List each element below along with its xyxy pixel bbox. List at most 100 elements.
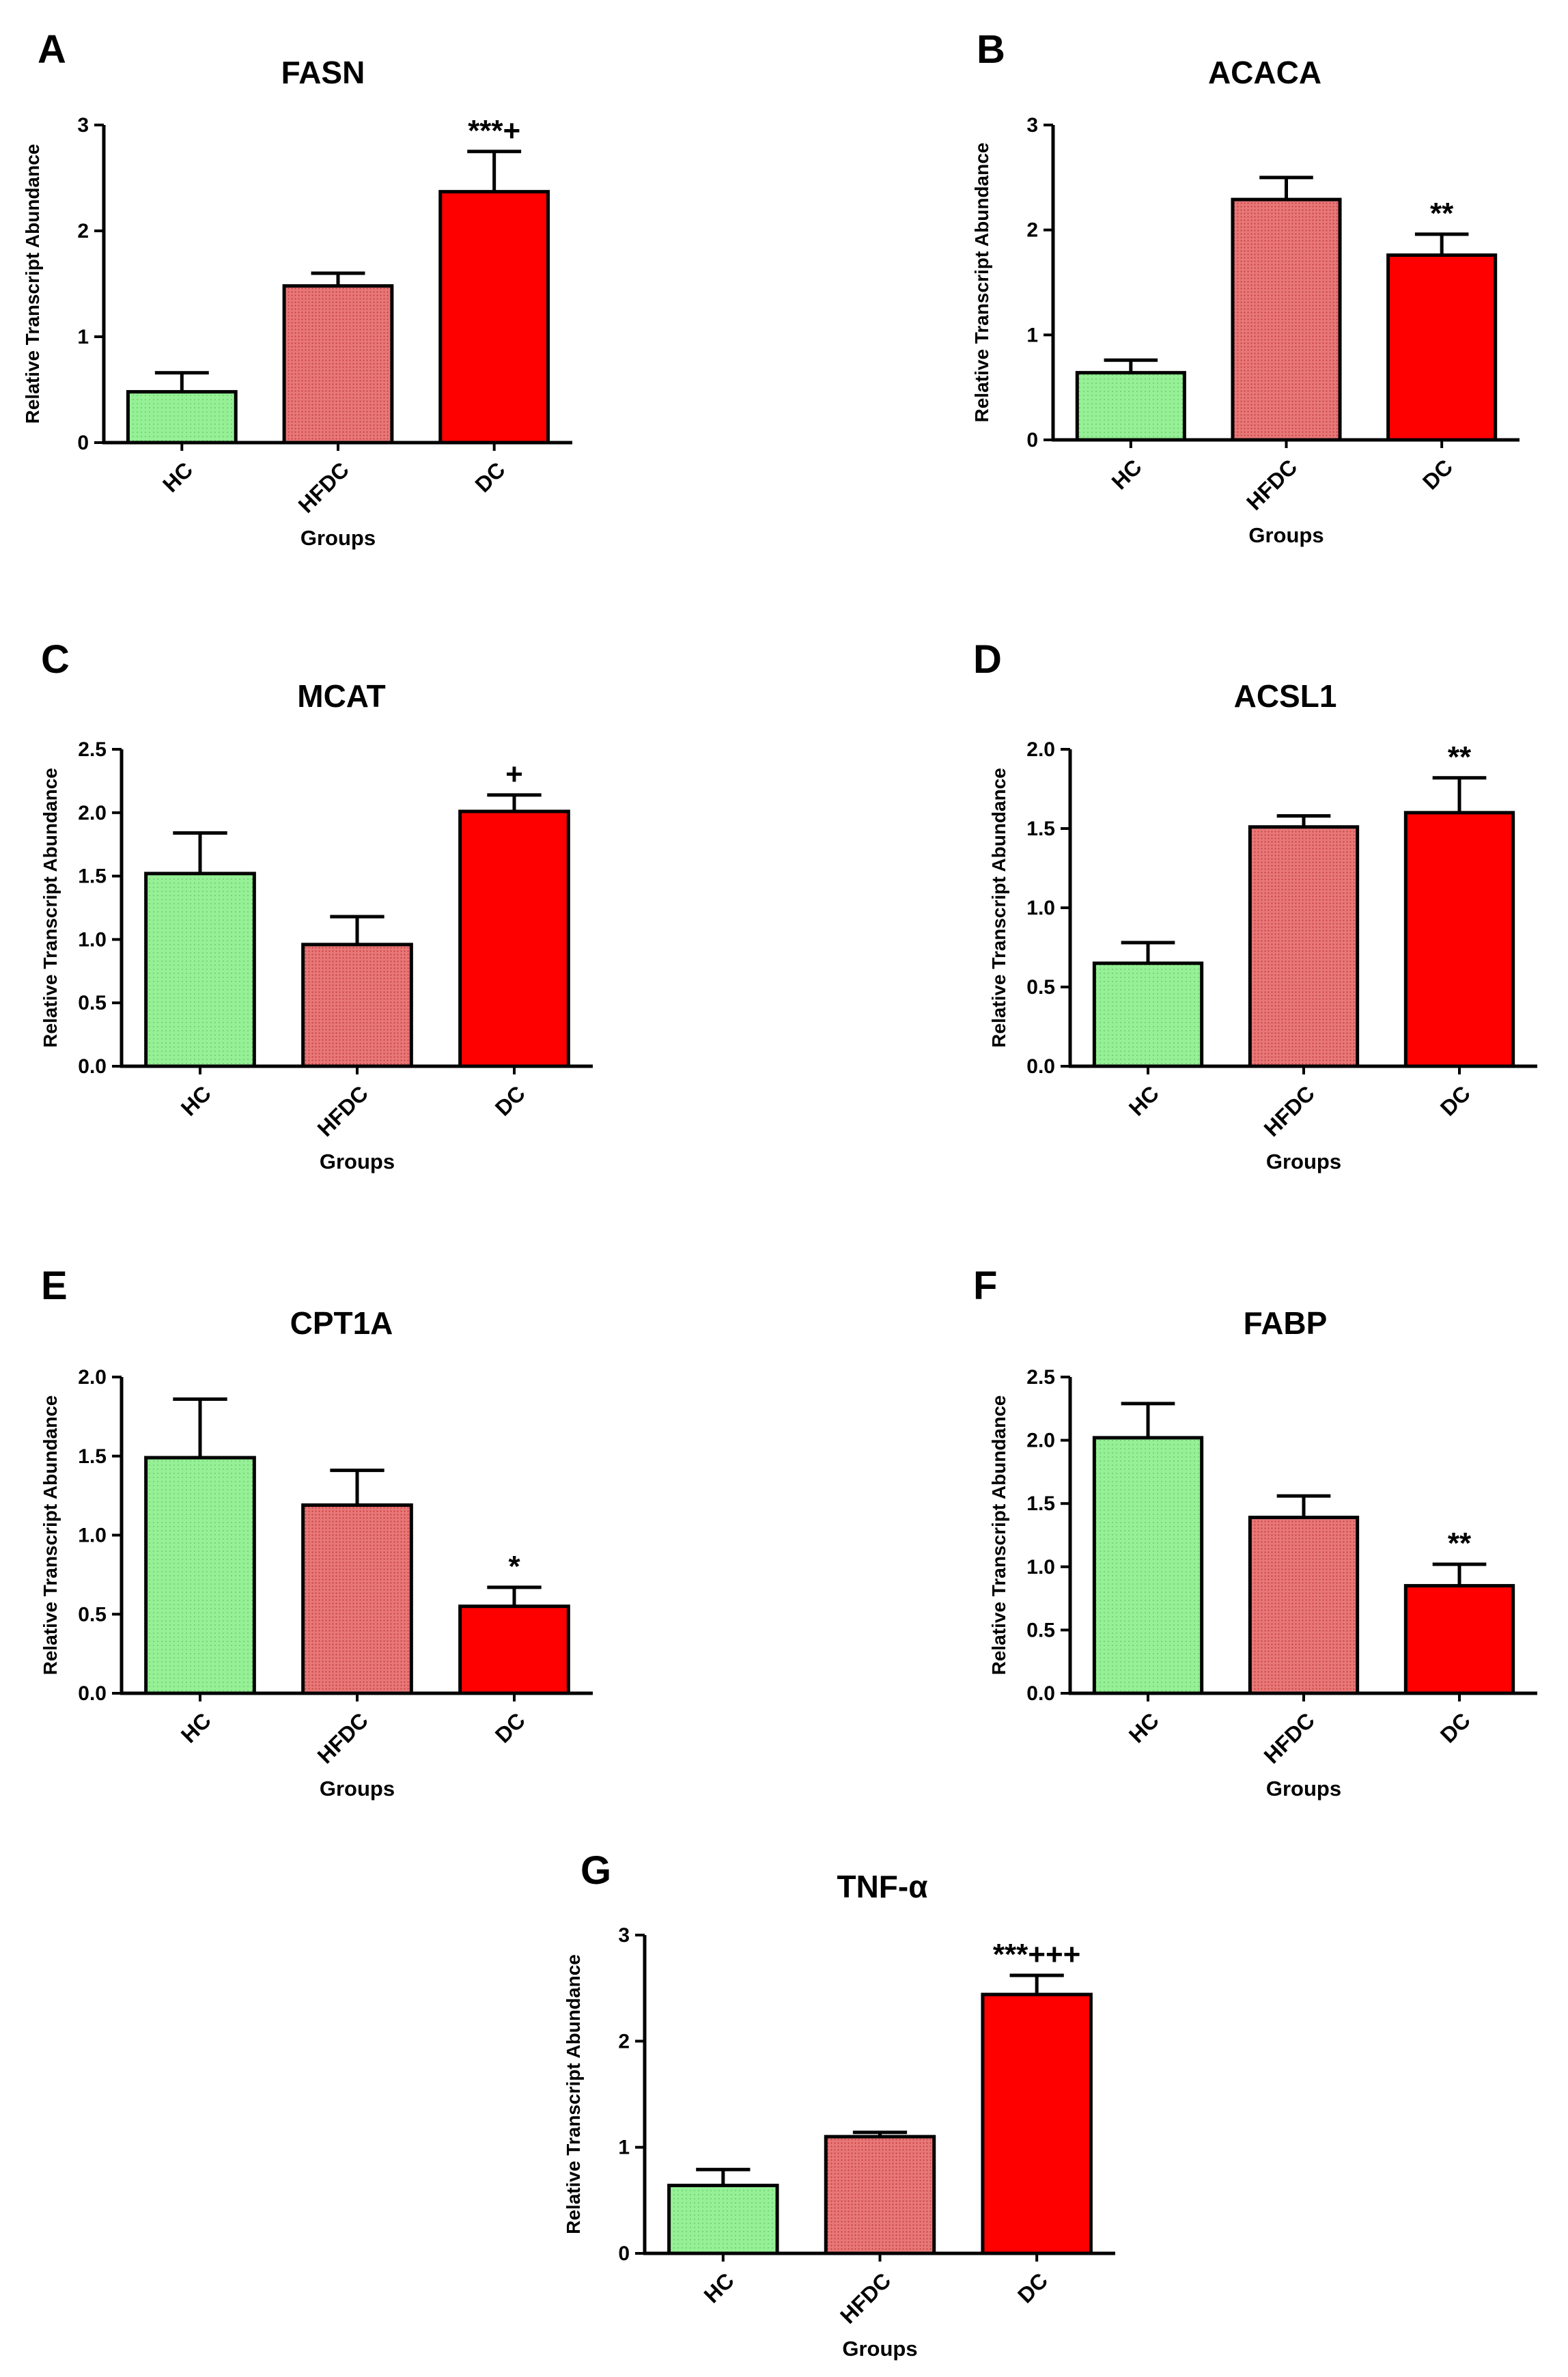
- y-tick-label: 1: [77, 326, 89, 348]
- bar-hc: [144, 872, 256, 1068]
- x-axis-label: Groups: [1266, 1150, 1341, 1173]
- bar-hc: [144, 1456, 256, 1695]
- bar-hfdc: [301, 1503, 413, 1695]
- chart-title: FABP: [1244, 1305, 1328, 1341]
- bar-dc: [438, 190, 550, 445]
- y-axis-label: Relative Transcript Abundance: [971, 143, 992, 423]
- bar-hc: [1092, 1436, 1204, 1695]
- category-label: DC: [1436, 1708, 1475, 1747]
- chart-panel-d: D ACSL1 HC HFDC ** DC 0.0 0.5 1.0 1.5 2.0 Groups Rel…: [973, 637, 1537, 1173]
- panel-letter: G: [580, 1848, 611, 1893]
- bar-hc: [1092, 961, 1204, 1068]
- y-tick-label: 3: [1026, 114, 1038, 137]
- y-tick-label: 0: [618, 2242, 630, 2265]
- chart-panel-c: C MCAT HC HFDC + DC 0.0 0.5 1.0 1.5 2.0 2.5 Groups Re…: [40, 637, 593, 1173]
- y-tick-label: 1.5: [78, 1445, 107, 1468]
- y-tick-label: 1: [618, 2137, 630, 2159]
- bar-hc: [667, 2184, 779, 2255]
- chart-title: MCAT: [297, 678, 385, 714]
- bar-hfdc: [1248, 1516, 1360, 1695]
- bar-dc: [458, 809, 570, 1068]
- category-label: DC: [490, 1081, 530, 1120]
- x-axis-label: Groups: [842, 2337, 917, 2361]
- x-axis-label: Groups: [320, 1777, 395, 1801]
- category-label: DC: [490, 1708, 530, 1747]
- y-tick-label: 0: [1026, 429, 1038, 451]
- panel-letter: D: [973, 637, 1002, 682]
- category-label: HC: [1124, 1708, 1164, 1747]
- x-axis-label: Groups: [1266, 1777, 1341, 1801]
- bar-hfdc: [282, 284, 394, 445]
- category-label: HC: [176, 1708, 216, 1747]
- y-tick-label: 2.5: [78, 738, 107, 761]
- bar-hfdc: [1231, 197, 1342, 442]
- panel-letter: A: [38, 27, 66, 72]
- y-tick-label: 2: [618, 2030, 630, 2053]
- y-tick-label: 2.0: [1026, 738, 1055, 761]
- y-tick-label: 1.0: [1026, 897, 1055, 919]
- y-tick-label: 0.5: [78, 1603, 107, 1626]
- y-axis-label: Relative Transcript Abundance: [988, 1395, 1009, 1676]
- bar-dc: [1403, 811, 1515, 1068]
- y-tick-label: 2: [1026, 219, 1038, 242]
- category-label: HFDC: [835, 2268, 895, 2328]
- y-tick-label: 2: [77, 220, 89, 242]
- y-tick-label: 0.0: [78, 1682, 107, 1705]
- bar-hc: [126, 390, 238, 445]
- y-tick-label: 0.0: [78, 1055, 107, 1078]
- chart-panel-b: B ACACA HC HFDC ** DC 0 1 2 3 Groups Relative Trans…: [971, 27, 1520, 547]
- y-tick-label: 2.0: [1026, 1430, 1055, 1452]
- y-tick-label: 1.0: [78, 928, 107, 951]
- y-tick-label: 1.5: [1026, 1492, 1055, 1515]
- chart-title: ACACA: [1208, 55, 1321, 90]
- category-label: HFDC: [1242, 454, 1302, 514]
- y-axis-label: Relative Transcript Abundance: [40, 768, 61, 1048]
- panel-letter: E: [41, 1264, 68, 1308]
- category-label: DC: [470, 457, 509, 497]
- y-tick-label: 1.5: [1026, 818, 1055, 840]
- x-axis-label: Groups: [300, 526, 376, 550]
- bar-dc: [1403, 1584, 1515, 1695]
- category-label: HC: [1124, 1081, 1164, 1120]
- y-tick-label: 0.5: [78, 992, 107, 1014]
- bar-hc: [1075, 371, 1186, 442]
- category-label: DC: [1013, 2268, 1052, 2307]
- x-axis-label: Groups: [1248, 523, 1324, 547]
- y-tick-label: 0.0: [1026, 1682, 1055, 1705]
- panel-letter: C: [41, 637, 70, 682]
- bar-hfdc: [301, 943, 413, 1068]
- category-label: HC: [699, 2268, 739, 2307]
- y-tick-label: 0.0: [1026, 1055, 1055, 1078]
- y-tick-label: 1.0: [1026, 1556, 1055, 1579]
- significance-label: **: [1448, 740, 1472, 774]
- chart-title: FASN: [281, 55, 365, 90]
- category-label: HFDC: [313, 1081, 373, 1141]
- category-label: HC: [158, 457, 197, 497]
- category-label: HC: [1107, 454, 1147, 494]
- category-label: DC: [1418, 454, 1457, 494]
- x-axis-label: Groups: [320, 1150, 395, 1173]
- y-tick-label: 1.0: [78, 1525, 107, 1547]
- y-tick-label: 0.5: [1026, 976, 1055, 999]
- chart-title: CPT1A: [290, 1305, 393, 1341]
- y-tick-label: 1: [1026, 324, 1038, 346]
- y-tick-label: 2.0: [78, 802, 107, 824]
- significance-label: **: [1448, 1527, 1472, 1560]
- panel-letter: B: [977, 27, 1005, 72]
- category-label: HFDC: [1259, 1708, 1319, 1768]
- y-axis-label: Relative Transcript Abundance: [22, 144, 43, 424]
- y-tick-label: 0: [77, 432, 89, 454]
- bar-hfdc: [1248, 825, 1360, 1068]
- category-label: HFDC: [294, 457, 354, 517]
- y-axis-label: Relative Transcript Abundance: [40, 1395, 61, 1676]
- significance-label: **: [1430, 197, 1454, 230]
- chart-panel-a: A FASN HC HFDC ***+ DC 0 1 2 3 Groups Relative Tran…: [22, 27, 572, 550]
- chart-panel-e: E CPT1A HC HFDC * DC 0.0 0.5 1.0 1.5 2.0 Groups Rela…: [40, 1264, 593, 1801]
- y-tick-label: 0.5: [1026, 1619, 1055, 1641]
- bar-dc: [981, 1992, 1093, 2255]
- y-axis-label: Relative Transcript Abundance: [563, 1954, 584, 2234]
- category-label: HFDC: [313, 1708, 373, 1768]
- significance-label: *: [508, 1550, 520, 1583]
- category-label: HC: [176, 1081, 216, 1120]
